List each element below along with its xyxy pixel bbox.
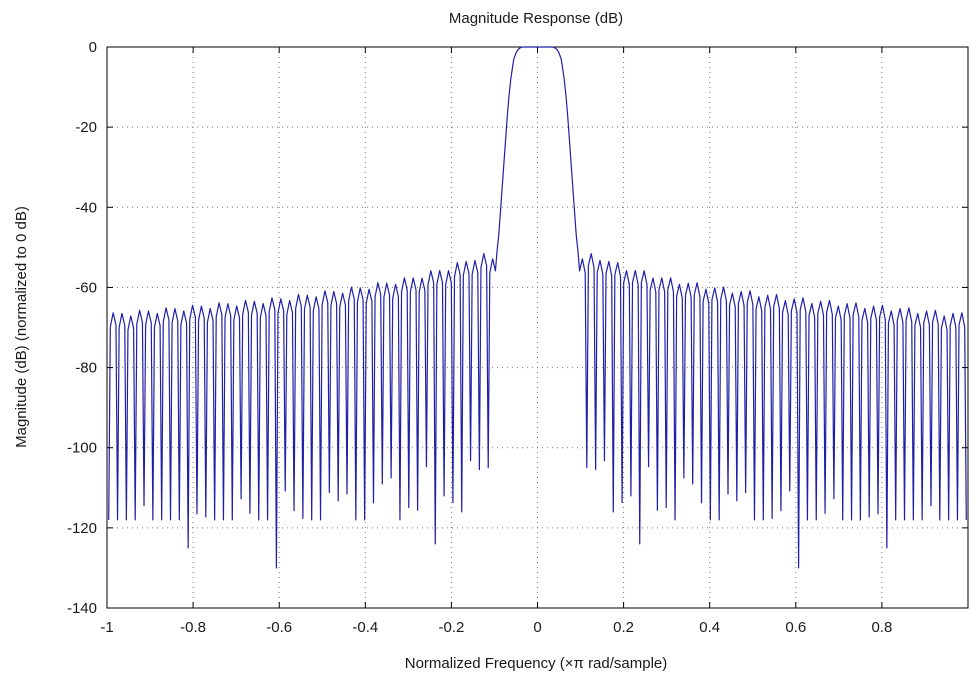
y-tick-labels: 0 -20 -40 -60 -80 -100 -120 -140 <box>67 39 97 617</box>
x-axis-label: Normalized Frequency (×π rad/sample) <box>405 655 668 672</box>
x-tick-label: -0.8 <box>180 619 206 636</box>
x-tick-label: -1 <box>100 619 113 636</box>
y-axis-label: Magnitude (dB) (normalized to 0 dB) <box>13 206 30 448</box>
x-tick-label: 0.8 <box>871 619 892 636</box>
x-tick-label: -0.6 <box>266 619 292 636</box>
y-tick-label: -140 <box>67 600 97 617</box>
x-tick-label: 0.2 <box>613 619 634 636</box>
x-tick-label: -0.2 <box>438 619 464 636</box>
y-tick-label: 0 <box>89 39 97 56</box>
y-tick-label: -120 <box>67 520 97 537</box>
x-tick-label: -0.4 <box>352 619 378 636</box>
x-tick-label: 0 <box>533 619 541 636</box>
x-tick-label: 0.4 <box>699 619 720 636</box>
x-tick-label: 0.6 <box>785 619 806 636</box>
y-tick-label: -60 <box>75 279 97 296</box>
y-tick-label: -80 <box>75 360 97 377</box>
y-tick-label: -40 <box>75 199 97 216</box>
chart-title: Magnitude Response (dB) <box>449 10 623 27</box>
y-tick-label: -20 <box>75 119 97 136</box>
y-tick-label: -100 <box>67 440 97 457</box>
axis-ticks <box>106 46 968 609</box>
x-tick-labels: -1 -0.8 -0.6 -0.4 -0.2 0 0.2 0.4 0.6 0.8 <box>100 619 892 636</box>
